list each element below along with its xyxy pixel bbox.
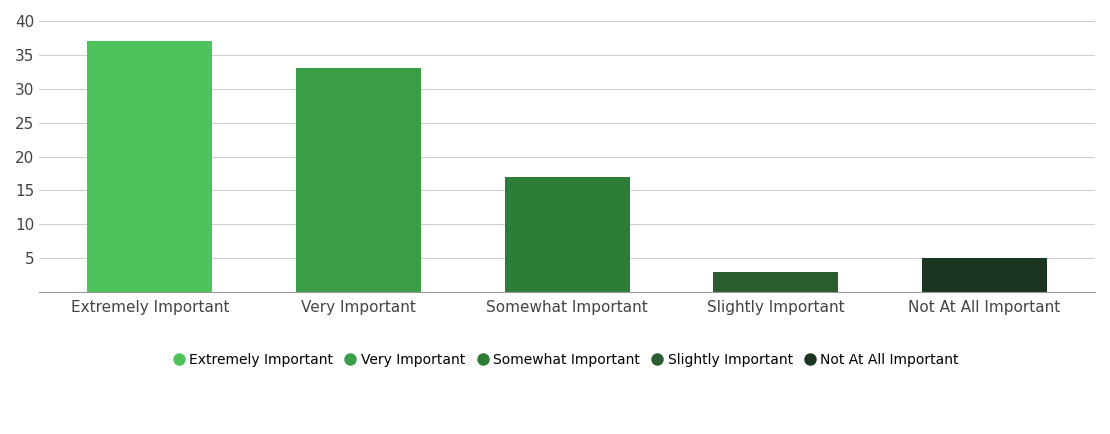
Bar xyxy=(505,177,629,292)
Bar xyxy=(921,258,1047,292)
Bar xyxy=(296,69,421,292)
Bar xyxy=(713,272,838,292)
Bar xyxy=(88,41,212,292)
Legend: Extremely Important, Very Important, Somewhat Important, Slightly Important, Not: Extremely Important, Very Important, Som… xyxy=(170,348,965,373)
